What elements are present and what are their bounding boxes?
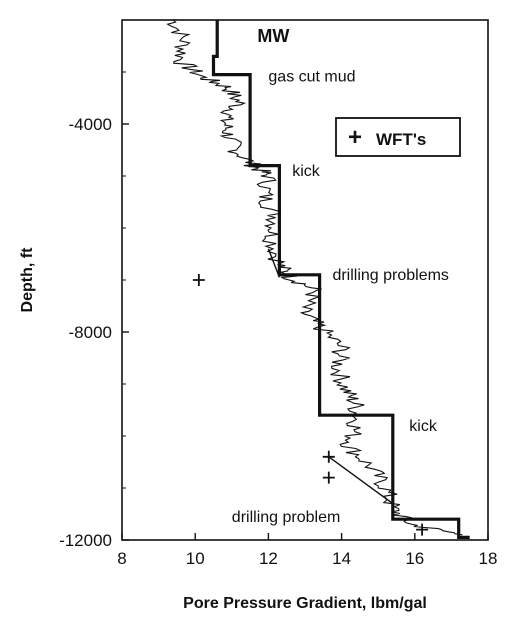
- x-axis-label: Pore Pressure Gradient, lbm/gal: [183, 595, 427, 612]
- x-axis-ticks: 8 10 12 14 16 18: [117, 533, 497, 568]
- legend-label: WFT's: [376, 130, 426, 149]
- annotation-label: kick: [292, 163, 321, 180]
- annotation-label: kick: [409, 418, 438, 435]
- x-tick-label: 14: [332, 549, 351, 568]
- pore-pressure-log-line: [166, 19, 463, 536]
- annotation-label: drilling problem: [232, 509, 340, 526]
- x-tick-label: 8: [117, 549, 126, 568]
- x-tick-label: 18: [479, 549, 498, 568]
- y-tick-label: -4000: [69, 115, 112, 134]
- trend-line: [267, 248, 281, 278]
- x-tick-label: 16: [405, 549, 424, 568]
- series-lines: [166, 19, 470, 539]
- wft-marker: [322, 450, 335, 463]
- legend-marker: +: [348, 124, 362, 151]
- legend-box: + WFT's: [335, 117, 461, 157]
- mud-weight-line: [211, 20, 470, 539]
- wft-marker: [416, 523, 429, 536]
- annotation-label: drilling problems: [332, 267, 449, 284]
- annotation-label: gas cut mud: [268, 68, 355, 85]
- x-tick-label: 10: [186, 549, 205, 568]
- y-axis-ticks: -4000 -8000 -12000: [59, 71, 129, 550]
- y-tick-label: -12000: [59, 531, 112, 550]
- wft-markers: [192, 274, 429, 536]
- trend-line: [328, 456, 394, 505]
- annotation-label: MW: [257, 26, 289, 46]
- annotations: MW gas cut mud kick drilling problems kick dr…: [232, 26, 449, 526]
- y-axis-label: Depth, ft: [19, 247, 36, 313]
- x-tick-label: 12: [259, 549, 278, 568]
- y-tick-label: -8000: [69, 323, 112, 342]
- wft-marker: [192, 274, 205, 286]
- wft-marker: [322, 471, 335, 484]
